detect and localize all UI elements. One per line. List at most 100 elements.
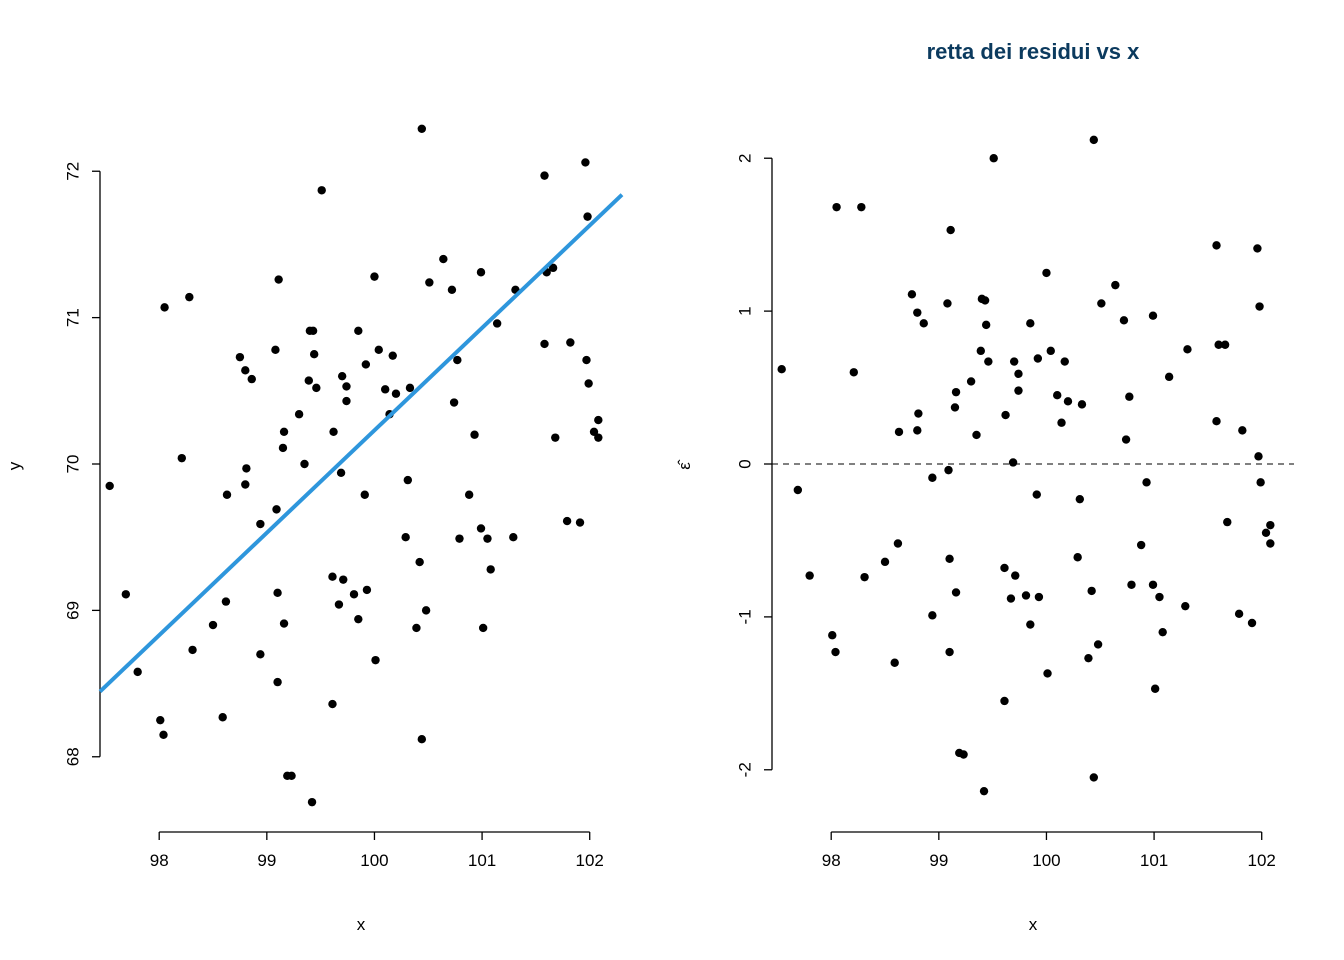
data-point — [793, 485, 803, 495]
data-point — [403, 475, 413, 485]
x-tick-label: 99 — [257, 851, 276, 870]
data-point — [304, 376, 313, 385]
data-point — [919, 319, 928, 328]
y-tick-label: 68 — [63, 747, 82, 766]
data-point — [273, 588, 282, 598]
data-point — [417, 124, 427, 133]
data-point — [1000, 696, 1009, 706]
data-point — [566, 338, 575, 347]
data-point — [1155, 592, 1164, 602]
data-point — [1148, 311, 1158, 320]
scatter-panel-residuals-vs-x: retta dei residui vs x x ε̂ 98 99 100 101 10… — [675, 39, 1294, 934]
data-point — [575, 518, 585, 527]
data-point — [483, 534, 492, 543]
data-point — [133, 667, 142, 677]
data-point — [946, 225, 955, 235]
y-tick-label: 0 — [735, 459, 754, 468]
data-point — [1032, 490, 1041, 499]
data-point — [160, 303, 169, 312]
data-point — [1148, 580, 1158, 589]
data-point — [980, 296, 990, 305]
data-point — [928, 473, 937, 482]
data-point — [1223, 517, 1232, 527]
data-point — [1164, 372, 1174, 382]
data-point — [336, 468, 346, 477]
data-point — [1008, 458, 1018, 467]
data-point — [1254, 452, 1263, 461]
data-point — [1089, 773, 1099, 782]
data-point — [1087, 586, 1096, 596]
regression-line — [98, 193, 624, 693]
data-point — [208, 620, 218, 630]
data-point — [421, 606, 431, 615]
data-point — [1125, 392, 1134, 401]
data-point — [317, 186, 326, 195]
data-point — [1014, 369, 1023, 378]
x-tick-label: 99 — [929, 851, 948, 870]
data-point — [329, 427, 338, 436]
data-point — [1214, 340, 1223, 349]
data-point — [492, 319, 502, 328]
data-point — [476, 524, 486, 533]
data-point — [278, 443, 288, 453]
data-point — [401, 532, 410, 542]
data-point — [832, 202, 841, 212]
data-point — [1127, 580, 1136, 589]
data-point — [1043, 669, 1052, 678]
y-tick-label: 70 — [63, 455, 82, 474]
data-point — [1181, 601, 1190, 611]
data-point — [455, 534, 464, 543]
x-axis-title: x — [1029, 915, 1038, 934]
data-point — [256, 650, 265, 659]
data-point — [894, 427, 904, 437]
data-point — [540, 171, 549, 180]
x-tick-label: 102 — [1248, 851, 1276, 870]
data-point — [1212, 241, 1221, 250]
data-point — [562, 516, 572, 526]
data-point — [584, 379, 593, 388]
x-tick-label: 100 — [360, 851, 388, 870]
data-point — [185, 292, 194, 302]
data-point — [1034, 592, 1044, 602]
y-axis-title: y — [5, 461, 24, 470]
data-point — [328, 572, 337, 581]
data-point — [235, 352, 245, 362]
data-point — [1075, 494, 1085, 504]
data-point — [1021, 591, 1031, 600]
data-point — [583, 212, 592, 221]
data-point — [944, 465, 953, 475]
data-point — [300, 459, 309, 469]
data-point — [415, 557, 424, 567]
data-point — [279, 619, 289, 628]
data-point — [914, 409, 923, 418]
data-point — [777, 365, 786, 374]
data-point — [222, 490, 232, 499]
data-point — [548, 263, 558, 273]
data-point — [945, 647, 954, 657]
data-point — [890, 658, 899, 667]
data-point — [374, 345, 383, 355]
data-point — [105, 481, 114, 491]
data-point — [1220, 340, 1230, 349]
data-point — [972, 430, 981, 440]
data-point — [470, 430, 479, 439]
data-point — [1042, 268, 1051, 278]
data-point — [405, 383, 415, 393]
data-point — [371, 655, 380, 665]
data-point — [849, 368, 858, 377]
data-point — [361, 360, 371, 369]
data-point — [159, 730, 168, 740]
data-point — [354, 326, 363, 335]
data-point — [1033, 354, 1043, 363]
data-point — [831, 647, 840, 657]
data-point — [381, 385, 390, 394]
data-point — [1093, 640, 1103, 649]
data-point — [907, 290, 917, 299]
y-tick-label: -2 — [735, 762, 754, 777]
scatter-panel-y-vs-x: x y 98 99 100 101 102 68 69 70 71 72 — [5, 124, 624, 934]
data-point — [156, 715, 165, 725]
data-point — [417, 735, 427, 744]
data-point — [805, 571, 814, 580]
data-point — [1000, 563, 1009, 573]
data-point — [287, 771, 296, 780]
